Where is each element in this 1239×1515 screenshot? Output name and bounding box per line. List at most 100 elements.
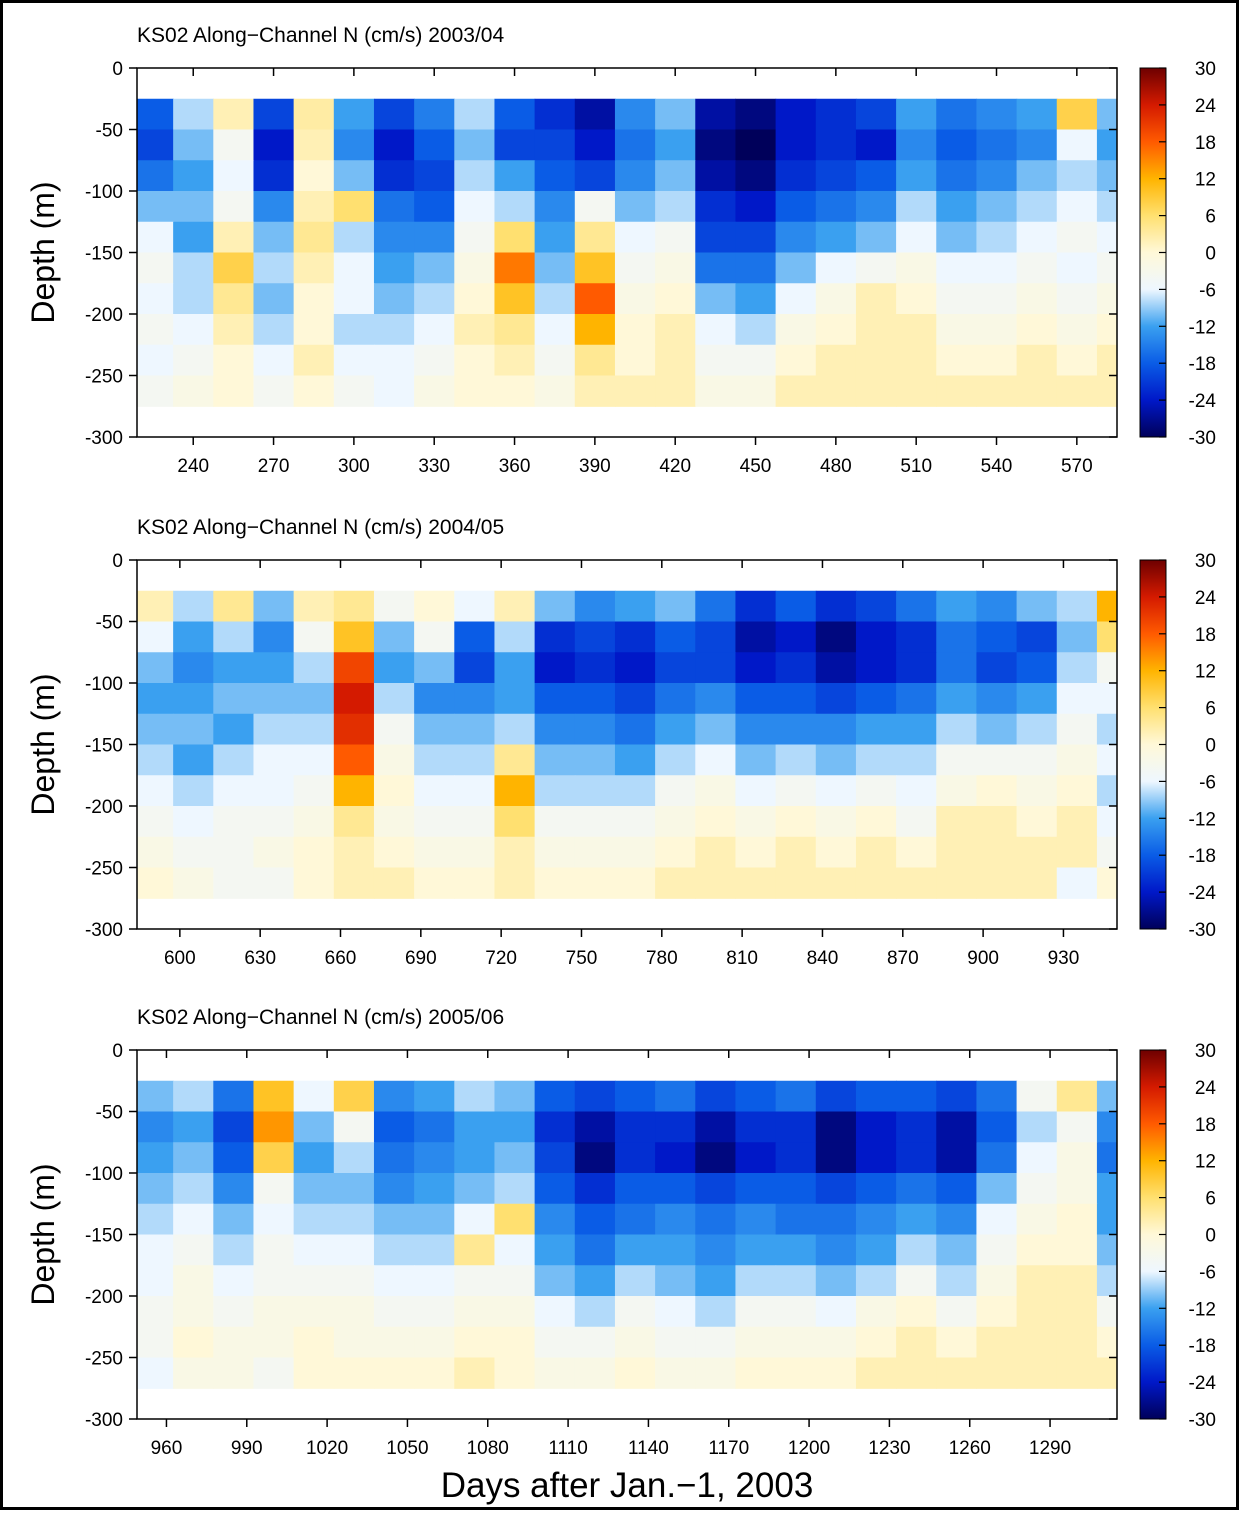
heatmap-cell (494, 744, 536, 776)
colorbar-tick-label: -12 (1189, 1299, 1216, 1320)
heatmap-cell (137, 191, 174, 223)
heatmap-cell (534, 344, 576, 377)
heatmap-cell (614, 836, 656, 869)
heatmap-cell (213, 98, 255, 131)
x-tick-label: 660 (325, 948, 357, 969)
heatmap-cell (614, 160, 656, 192)
heatmap-cell (173, 683, 214, 715)
heatmap-cell (534, 1173, 576, 1205)
heatmap-cell (815, 683, 857, 715)
heatmap-cell (1056, 98, 1098, 131)
heatmap-cell (695, 191, 737, 223)
heatmap-cell (373, 1265, 415, 1297)
heatmap-cell (494, 375, 536, 407)
heatmap-cell (534, 621, 576, 653)
colorbar-tick-label: 30 (1195, 59, 1216, 80)
heatmap-cell (815, 744, 857, 776)
heatmap-cell (695, 1326, 737, 1359)
heatmap-cell (574, 1265, 616, 1297)
heatmap-cell (213, 252, 255, 284)
heatmap-cell (293, 1111, 335, 1143)
heatmap-cell (896, 713, 937, 746)
heatmap-cell (454, 314, 496, 346)
heatmap-cell (775, 713, 817, 746)
heatmap-cell (775, 98, 817, 131)
heatmap-cell (213, 160, 255, 192)
heatmap-cell (976, 283, 1018, 315)
heatmap-cell (333, 1326, 375, 1359)
heatmap-cell (815, 1142, 857, 1174)
heatmap-cell (655, 590, 696, 623)
heatmap-cell (454, 713, 496, 746)
heatmap-cell (936, 713, 978, 746)
heatmap-cell (936, 191, 978, 223)
heatmap-cell (775, 1080, 817, 1113)
heatmap-cell (373, 129, 415, 161)
heatmap-cell (253, 1173, 295, 1205)
heatmap-cell (695, 1142, 737, 1174)
heatmap-cell (454, 744, 496, 776)
heatmap-cell (614, 1296, 656, 1328)
heatmap-cell (896, 314, 937, 346)
heatmap-cell (373, 775, 415, 807)
heatmap-cell (534, 283, 576, 315)
heatmap-cell (735, 221, 777, 254)
heatmap-cell (534, 867, 576, 899)
heatmap (137, 590, 1117, 899)
heatmap-cell (414, 1203, 455, 1236)
heatmap-cell (896, 191, 937, 223)
heatmap-cell (896, 1173, 937, 1205)
heatmap-cell (855, 1234, 897, 1266)
heatmap-cell (815, 129, 857, 161)
heatmap-cell (373, 1080, 415, 1113)
heatmap-cell (936, 1142, 978, 1174)
heatmap-cell (494, 191, 536, 223)
colorbar-tick-label: 18 (1195, 625, 1216, 646)
heatmap-cell (655, 1203, 696, 1236)
heatmap-cell (695, 1080, 737, 1113)
heatmap-cell (414, 621, 455, 653)
heatmap-cell (534, 1111, 576, 1143)
heatmap-cell (1056, 590, 1098, 623)
heatmap-cell (534, 1357, 576, 1389)
heatmap-cell (213, 621, 255, 653)
heatmap-cell (173, 160, 214, 192)
heatmap-cell (775, 867, 817, 899)
heatmap-cell (815, 1296, 857, 1328)
heatmap-cell (454, 621, 496, 653)
heatmap-cell (293, 221, 335, 254)
heatmap-cell (333, 344, 375, 377)
heatmap-cell (735, 1296, 777, 1328)
heatmap-cell (373, 867, 415, 899)
heatmap-cell (1016, 252, 1058, 284)
heatmap-cell (1016, 1296, 1058, 1328)
heatmap-cell (1056, 1234, 1098, 1266)
heatmap-cell (775, 744, 817, 776)
heatmap-cell (373, 652, 415, 684)
colorbar-tick-label: -18 (1189, 846, 1216, 867)
heatmap-cell (574, 344, 616, 377)
heatmap-cell (173, 1203, 214, 1236)
heatmap-cell (855, 1326, 897, 1359)
heatmap-cell (414, 683, 455, 715)
heatmap-cell (333, 1142, 375, 1174)
heatmap-cell (855, 252, 897, 284)
heatmap-cell (373, 621, 415, 653)
heatmap-cell (213, 1357, 255, 1389)
heatmap-cell (775, 836, 817, 869)
heatmap-cell (1056, 344, 1098, 377)
heatmap-cell (414, 314, 455, 346)
heatmap-cell (173, 1111, 214, 1143)
heatmap-cell (855, 1265, 897, 1297)
y-axis-label: Depth (m) (25, 673, 61, 815)
x-tick-label: 390 (579, 456, 611, 477)
heatmap-cell (855, 1203, 897, 1236)
heatmap-cell (574, 836, 616, 869)
x-tick-label: 810 (726, 948, 758, 969)
heatmap-cell (293, 744, 335, 776)
heatmap-cell (855, 344, 897, 377)
heatmap-cell (574, 1234, 616, 1266)
x-tick-label: 510 (900, 456, 932, 477)
heatmap-cell (936, 283, 978, 315)
heatmap-cell (494, 221, 536, 254)
